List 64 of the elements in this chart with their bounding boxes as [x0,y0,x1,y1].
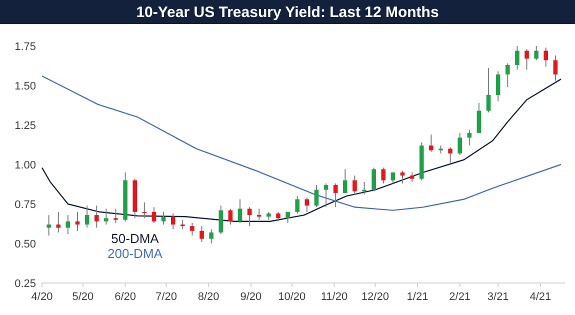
candlestick [218,205,224,235]
x-tick-label: 1/21 [406,291,428,303]
x-tick-label: 4/20 [31,291,53,303]
candlestick [180,219,185,230]
candlestick [200,226,204,242]
text: 200-DMA [108,246,163,261]
candlestick [94,205,99,228]
candlestick [448,146,452,164]
candlestick [209,228,214,244]
x-tick-label: 9/20 [240,291,262,303]
series-label: 50-DMA [111,231,160,246]
candlestick [314,184,319,208]
y-tick-label: 1.75 [14,41,36,53]
x-tick-label: 12/20 [361,291,389,303]
candlestick [170,212,176,230]
x-tick-label: 3/21 [487,291,509,303]
x-tick-label: 11/20 [320,291,348,303]
candlestick [343,168,348,194]
candlestick [496,70,500,102]
candlestick [247,206,252,227]
candlestick [476,102,482,134]
x-tick-label: 2/21 [449,291,471,303]
x-tick-label: 6/20 [114,291,136,303]
candlestick [46,214,51,236]
candlestick [104,208,108,226]
y-tick-label: 1.25 [14,120,36,132]
candlestick [534,46,538,61]
y-tick-label: 0.50 [14,238,36,250]
y-tick-label: 1.50 [14,80,36,92]
candlestick [256,208,262,220]
candlestick [372,167,376,192]
candlestick [458,132,462,156]
candlestick [161,211,166,226]
candlestick [486,68,491,113]
candlestick [238,198,242,224]
candlestick [84,205,90,228]
candlestick [515,46,520,70]
candlestick [152,206,156,224]
y-tick-label: 1.00 [14,160,36,172]
candlestick [381,167,386,184]
candlestick [362,181,366,196]
x-tick-label: 4/21 [530,291,552,303]
y-tick-label: 0.25 [14,278,36,290]
candlestick [333,182,338,208]
candlestick [524,48,529,70]
candlestick [324,182,328,208]
candlestick [228,208,233,226]
candlestick [142,202,147,219]
candlestick [553,54,558,82]
y-tick-label: 0.75 [14,199,36,211]
x-tick-label: 10/20 [278,291,306,303]
x-tick-label: 8/20 [198,291,220,303]
candlestick [56,211,61,233]
candlestick [352,175,357,196]
x-tick-label: 5/20 [72,291,94,303]
candlestick [429,134,434,152]
candlestick [190,222,194,236]
candlestick [544,47,548,68]
candlestick [295,196,300,214]
x-tick-label: 7/20 [156,291,177,303]
candlestick [114,208,118,224]
candlestick [505,62,510,88]
chart-title: 10-Year US Treasury Yield: Last 12 Months [136,4,439,21]
candlestick [276,211,280,222]
